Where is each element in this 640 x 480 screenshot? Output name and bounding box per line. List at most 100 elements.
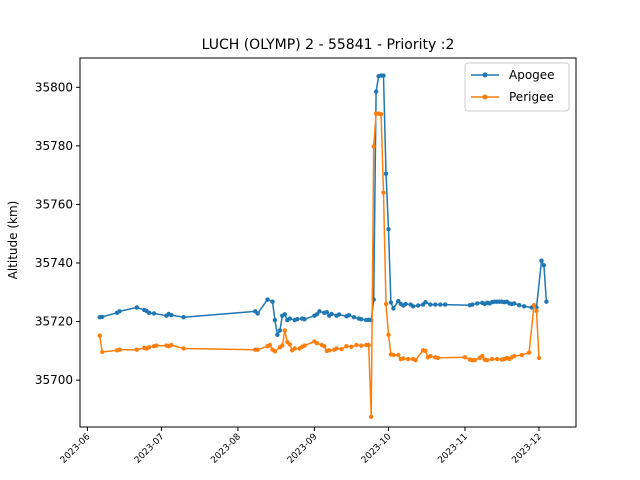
- data-point: [475, 301, 480, 306]
- data-point: [146, 345, 152, 350]
- data-point: [146, 310, 152, 315]
- data-point: [428, 302, 433, 307]
- data-point: [517, 303, 522, 308]
- data-point: [169, 312, 174, 318]
- data-point: [255, 311, 260, 316]
- y-tick-label: 35740: [35, 256, 73, 270]
- data-point: [134, 305, 139, 310]
- data-point: [287, 342, 292, 347]
- data-point: [423, 348, 428, 354]
- data-point: [366, 342, 371, 348]
- data-point: [275, 332, 280, 337]
- data-point: [401, 356, 406, 361]
- data-point: [391, 306, 396, 311]
- data-point: [359, 343, 364, 348]
- data-point: [438, 302, 443, 307]
- data-point: [386, 227, 391, 232]
- data-point: [480, 353, 485, 359]
- data-point: [531, 303, 537, 308]
- data-point: [472, 358, 477, 363]
- series-perigee: [97, 111, 542, 419]
- data-point: [354, 342, 359, 348]
- data-point: [435, 355, 440, 361]
- data-point: [539, 258, 544, 263]
- data-point: [324, 310, 329, 315]
- data-point: [396, 298, 401, 304]
- data-point: [334, 346, 339, 351]
- data-point: [280, 343, 285, 348]
- data-point: [512, 301, 517, 306]
- data-point: [336, 312, 342, 317]
- data-point: [117, 309, 122, 314]
- y-tick-label: 35760: [35, 197, 73, 211]
- data-point: [314, 341, 320, 346]
- data-point: [287, 316, 292, 321]
- y-tick-label: 35720: [35, 315, 73, 329]
- data-point: [541, 263, 547, 268]
- data-point: [443, 302, 448, 307]
- data-point: [272, 349, 278, 354]
- axes-frame: [79, 57, 577, 428]
- data-point: [169, 342, 174, 348]
- data-point: [329, 311, 334, 317]
- data-point: [494, 356, 500, 362]
- data-point: [391, 352, 396, 358]
- data-point: [433, 302, 438, 307]
- data-point: [322, 344, 327, 349]
- data-point: [415, 303, 421, 308]
- data-point: [485, 358, 490, 363]
- data-point: [428, 353, 433, 359]
- data-point: [97, 333, 102, 338]
- legend-marker-apogee: [482, 72, 488, 78]
- data-point: [302, 343, 307, 348]
- data-point: [388, 300, 394, 305]
- legend-marker-perigee: [482, 94, 488, 100]
- data-point: [413, 358, 418, 363]
- data-point: [295, 317, 300, 322]
- data-point: [339, 346, 344, 352]
- legend: Apogee Perigee: [464, 62, 570, 112]
- data-point: [327, 348, 332, 353]
- data-point: [512, 353, 517, 359]
- series-apogee: [97, 73, 549, 337]
- data-point: [134, 347, 139, 352]
- data-point: [344, 344, 349, 349]
- data-point: [378, 112, 384, 117]
- data-point: [100, 349, 105, 355]
- data-point: [536, 355, 542, 361]
- data-point: [369, 414, 374, 419]
- data-point: [154, 343, 159, 348]
- data-point: [265, 297, 270, 302]
- data-point: [383, 301, 389, 307]
- data-point: [396, 352, 401, 358]
- legend-label-apogee: Apogee: [509, 68, 555, 82]
- data-point: [383, 171, 389, 176]
- data-point: [489, 356, 495, 362]
- data-point: [272, 317, 278, 323]
- data-point: [406, 356, 411, 362]
- data-point: [351, 315, 357, 320]
- data-point: [282, 312, 287, 317]
- data-point: [277, 328, 283, 333]
- data-point: [282, 328, 287, 333]
- data-point: [544, 299, 549, 304]
- data-point: [151, 311, 157, 316]
- y-tick-label: 35700: [35, 373, 73, 387]
- y-axis: 35700 35720 35740 35760 35780 35800: [35, 80, 80, 387]
- data-point: [462, 355, 468, 360]
- data-point: [526, 350, 532, 355]
- data-point: [100, 314, 105, 320]
- data-point: [181, 346, 186, 351]
- data-point: [270, 299, 275, 304]
- data-point: [373, 89, 379, 94]
- data-point: [403, 301, 408, 307]
- data-point: [181, 315, 186, 320]
- data-point: [522, 304, 527, 309]
- data-point: [470, 302, 475, 307]
- y-tick-label: 35800: [35, 80, 73, 94]
- data-point: [317, 309, 322, 314]
- y-tick-label: 35780: [35, 139, 73, 153]
- data-point: [255, 347, 260, 352]
- data-point: [117, 347, 122, 352]
